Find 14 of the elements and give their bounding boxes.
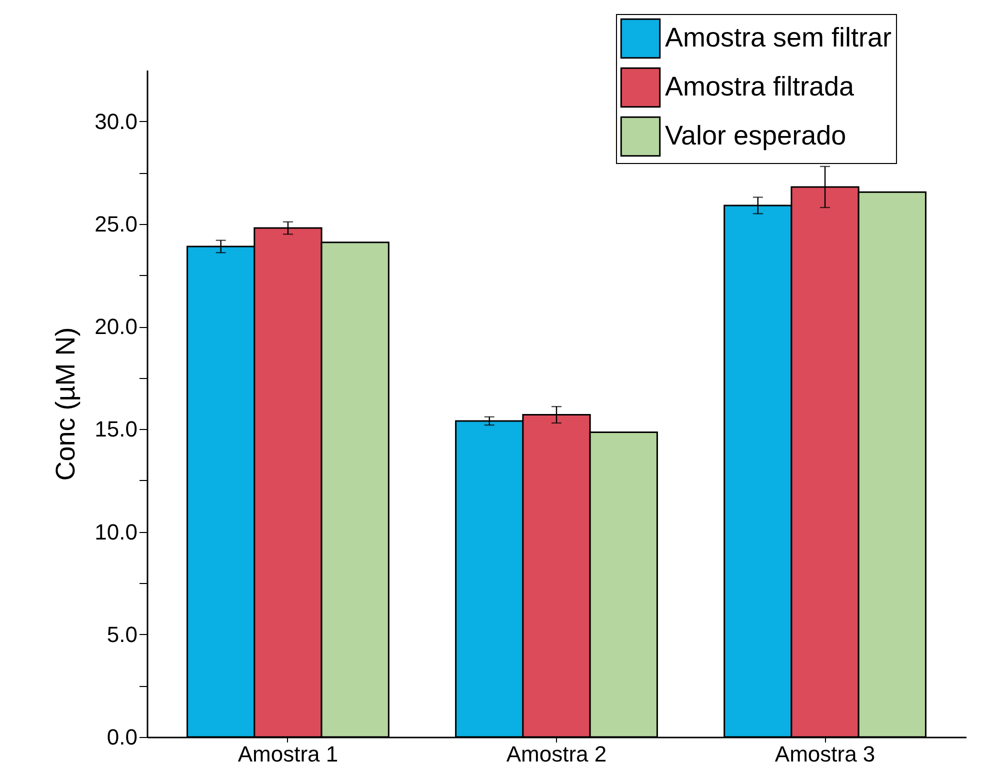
- y-tick-label: 20.0: [94, 314, 138, 340]
- y-tick-label: 0.0: [106, 724, 138, 750]
- y-tick-label: 25.0: [94, 211, 138, 236]
- legend-label: Amostra sem filtrar: [665, 22, 892, 52]
- y-tick-label: 15.0: [94, 416, 138, 442]
- x-tick-label: Amostra 3: [774, 742, 876, 766]
- y-axis-title: Conc (µM N): [50, 327, 81, 481]
- y-tick-label: 30.0: [94, 108, 138, 134]
- x-tick-label: Amostra 1: [238, 742, 338, 766]
- y-tick-label: 5.0: [106, 622, 138, 647]
- y-tick-label: 10.0: [94, 519, 138, 544]
- legend-label: Amostra filtrada: [665, 72, 856, 102]
- x-tick-label: Amostra 2: [506, 742, 607, 766]
- legend-label: Valor esperado: [665, 120, 846, 150]
